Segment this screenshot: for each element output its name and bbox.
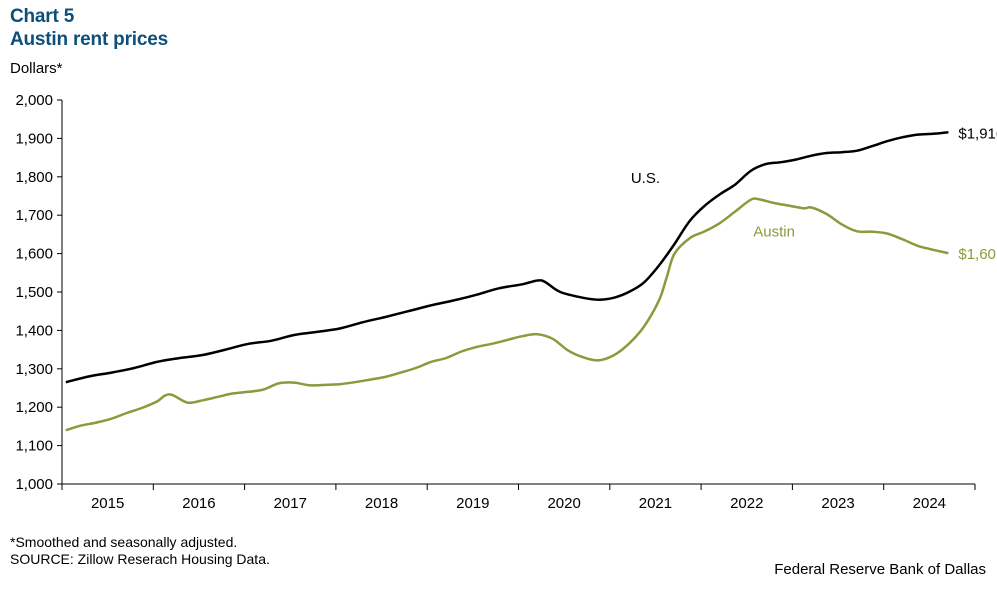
chart-number: Chart 5 [10,6,75,27]
y-tick-label: 1,200 [15,399,53,416]
end-value-label-us: $1,916 [958,125,997,142]
x-tick-label: 2023 [821,495,854,512]
x-tick-label: 2016 [182,495,215,512]
x-tick-label: 2021 [639,495,672,512]
x-tick-label: 2022 [730,495,763,512]
series-name-label-austin: Austin [753,224,795,241]
y-tick-label: 1,800 [15,169,53,186]
series-line-austin [65,197,949,432]
source-note: SOURCE: Zillow Reserach Housing Data. [10,551,270,567]
y-tick-label: 1,700 [15,207,53,224]
x-tick-label: 2020 [547,495,580,512]
x-axis: 2015 2016 2017 2018 2019 2020 2021 2022 2023 2024 [61,483,976,512]
footnote: *Smoothed and seasonally adjusted. [10,534,238,550]
line-chart: 1,000 1,100 1,200 1,300 1,400 1,500 1,600 1,700… [15,92,997,512]
y-tick-label: 1,100 [15,438,53,455]
y-tick-label: 1,500 [15,284,53,301]
series-name-label-us: U.S. [631,170,660,187]
x-tick-label: 2018 [365,495,398,512]
end-value-label-austin: $1,601 [958,246,997,263]
y-tick-label: 1,900 [15,130,53,147]
series-layer: $1,916 $1,601 U.S. Austin [65,125,997,432]
x-tick-label: 2024 [913,495,946,512]
series-line-us [65,131,949,384]
y-axis: 1,000 1,100 1,200 1,300 1,400 1,500 1,600 1,700… [15,92,63,493]
x-tick-label: 2015 [91,495,124,512]
y-tick-label: 1,300 [15,361,53,378]
y-tick-label: 1,400 [15,322,53,339]
y-axis-unit-label: Dollars* [10,60,63,77]
credit: Federal Reserve Bank of Dallas [774,561,986,578]
y-tick-label: 1,600 [15,246,53,263]
y-tick-label: 2,000 [15,92,53,109]
x-tick-label: 2019 [456,495,489,512]
x-tick-label: 2017 [274,495,307,512]
chart-title: Austin rent prices [10,29,168,50]
y-tick-label: 1,000 [15,476,53,493]
